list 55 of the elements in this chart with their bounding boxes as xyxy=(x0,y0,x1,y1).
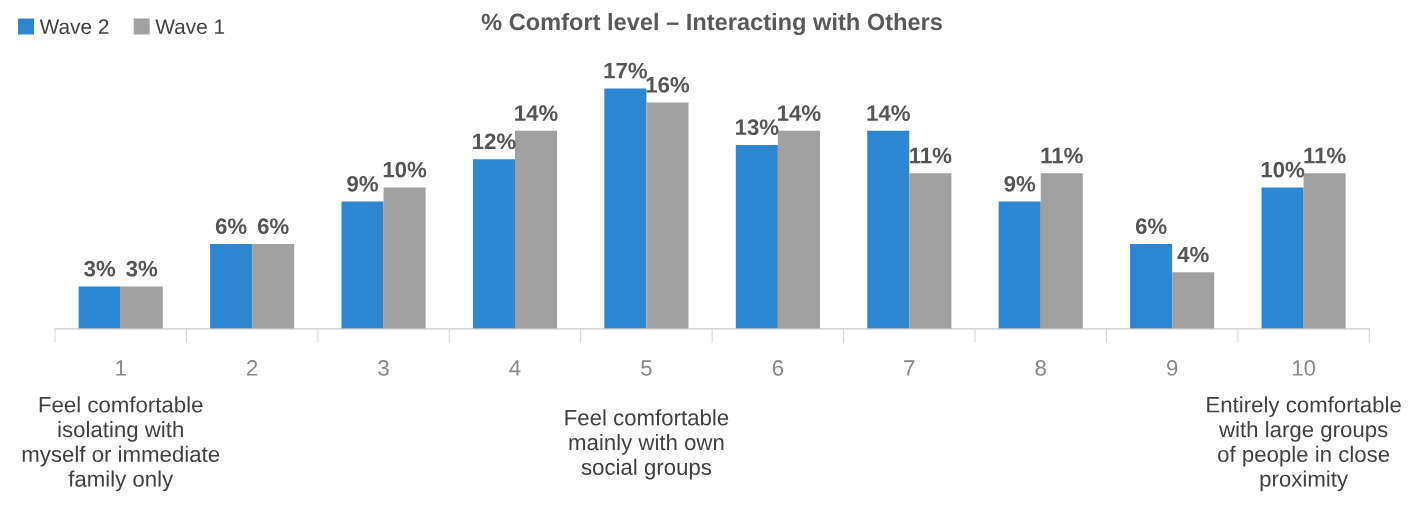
x-tick-label: 2 xyxy=(247,360,258,376)
bar xyxy=(1172,272,1215,329)
data-label: 4% xyxy=(1177,246,1209,263)
data-label: 17% xyxy=(604,62,648,79)
data-label: 11% xyxy=(1041,147,1083,164)
x-tick-label: 4 xyxy=(509,360,521,376)
legend-label: Wave 1 xyxy=(155,19,225,35)
data-label: 10% xyxy=(383,161,427,178)
data-label: 11% xyxy=(910,147,952,164)
bar xyxy=(604,88,647,329)
text: Entirely comfortable with large groups of people in close proximity xyxy=(1207,396,1401,492)
data-label: 14% xyxy=(867,105,910,121)
data-label: 3% xyxy=(126,260,158,277)
data-label: 6% xyxy=(257,218,289,235)
x-tick-label: 9 xyxy=(1167,360,1178,376)
data-label: 14% xyxy=(778,105,821,121)
data-label: 6% xyxy=(1135,218,1167,235)
data-label: 6% xyxy=(215,218,247,235)
bar xyxy=(909,173,952,329)
data-label: 11% xyxy=(1304,147,1346,164)
bar xyxy=(1303,173,1346,329)
x-tick-label: 8 xyxy=(1035,360,1046,376)
x-tick-label: 10 xyxy=(1292,360,1316,376)
x-tick-label: 1 xyxy=(116,360,126,376)
bar xyxy=(998,201,1041,329)
bar xyxy=(472,159,515,329)
bar xyxy=(1261,187,1304,329)
bar xyxy=(1040,173,1083,329)
bar xyxy=(383,187,426,329)
text: Feel comfortable isolating with myself or immediate family only xyxy=(22,396,220,492)
bar xyxy=(252,244,295,329)
bar xyxy=(777,130,820,329)
bar xyxy=(867,130,910,329)
bar xyxy=(78,286,121,329)
chart-title: % Comfort level – Interacting with Others xyxy=(481,12,942,36)
data-label: 3% xyxy=(84,260,116,277)
bar xyxy=(514,130,558,329)
legend-label: Wave 2 xyxy=(39,19,109,35)
data-label: 9% xyxy=(347,175,378,192)
x-tick-label: 6 xyxy=(772,360,784,376)
bar xyxy=(120,286,163,329)
data-label: 16% xyxy=(646,76,690,93)
data-label: 10% xyxy=(1261,161,1305,178)
x-tick-label: 3 xyxy=(378,360,389,376)
data-label: 13% xyxy=(735,119,779,136)
bar xyxy=(1130,244,1173,329)
bar xyxy=(646,102,689,329)
bar xyxy=(735,145,778,329)
data-label: 9% xyxy=(1004,175,1036,192)
data-label: 14% xyxy=(515,105,558,121)
x-tick-label: 7 xyxy=(904,360,915,376)
bar xyxy=(341,201,384,329)
text: Feel comfortable mainly with own social groups xyxy=(565,409,729,480)
bar xyxy=(210,244,253,329)
x-tick-label: 5 xyxy=(641,360,652,376)
